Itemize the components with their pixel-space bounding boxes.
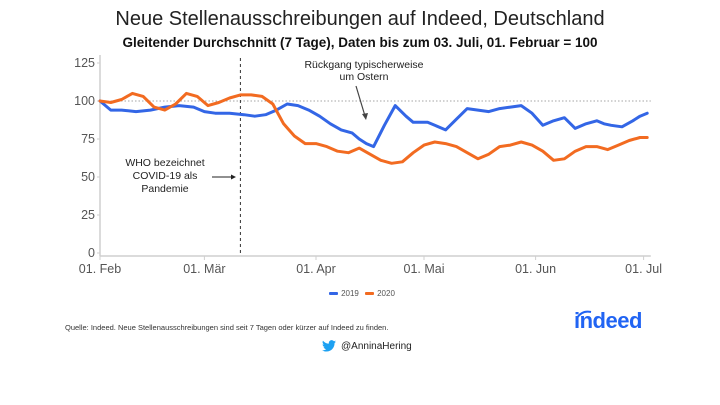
legend-label-2020: 2020 <box>377 289 395 298</box>
easter-arrow-shaft <box>355 85 366 117</box>
series-line-2020 <box>98 91 649 165</box>
pandemic-annotation-text: Pandemie <box>141 183 188 195</box>
x-tick-label: 01. Mai <box>404 262 445 276</box>
indeed-logo-arc-icon <box>576 310 592 319</box>
y-tick-label: 25 <box>81 208 95 222</box>
y-tick-label: 50 <box>81 170 95 184</box>
y-tick-label: 125 <box>74 56 95 70</box>
easter-annotation-text: Rückgang typischerweise <box>304 59 423 71</box>
legend-label-2019: 2019 <box>341 289 359 298</box>
series-lines <box>98 91 649 165</box>
twitter-bird-icon <box>322 340 336 352</box>
x-tick-label: 01. Apr <box>296 262 336 276</box>
chart-title: Neue Stellenausschreibungen auf Indeed, … <box>115 8 605 30</box>
easter-arrow-head <box>362 113 368 120</box>
x-tick-label: 01. Jun <box>515 262 556 276</box>
chart-subtitle: Gleitender Durchschnitt (7 Tage), Daten … <box>122 35 598 50</box>
pandemic-annotation-text: WHO bezeichnet <box>125 157 204 169</box>
x-tick-label: 01. Jul <box>625 262 662 276</box>
x-tick-label: 01. Mär <box>183 262 225 276</box>
legend-swatch-2020 <box>365 292 375 296</box>
easter-annotation-text: um Ostern <box>339 71 388 83</box>
y-tick-label: 75 <box>81 132 95 146</box>
source-note: Quelle: Indeed. Neue Stellenausschreibun… <box>65 323 389 332</box>
pandemic-annotation-text: COVID-19 als <box>133 170 198 182</box>
legend: 2019 2020 <box>0 289 720 298</box>
twitter-credit[interactable]: @AnninaHering <box>322 340 412 352</box>
series-line-2019 <box>98 99 649 149</box>
indeed-logo: indeed <box>574 308 642 333</box>
pandemic-arrow-head <box>231 174 236 180</box>
axes: 0 25 50 75 100 125 01. Feb 01. Mär 01. Apr 01. Ma… <box>74 55 662 276</box>
x-tick-label: 01. Feb <box>79 262 121 276</box>
twitter-handle[interactable]: @AnninaHering <box>341 340 412 352</box>
y-tick-label: 100 <box>74 94 95 108</box>
y-tick-label: 0 <box>88 246 95 260</box>
legend-swatch-2019 <box>329 292 339 296</box>
